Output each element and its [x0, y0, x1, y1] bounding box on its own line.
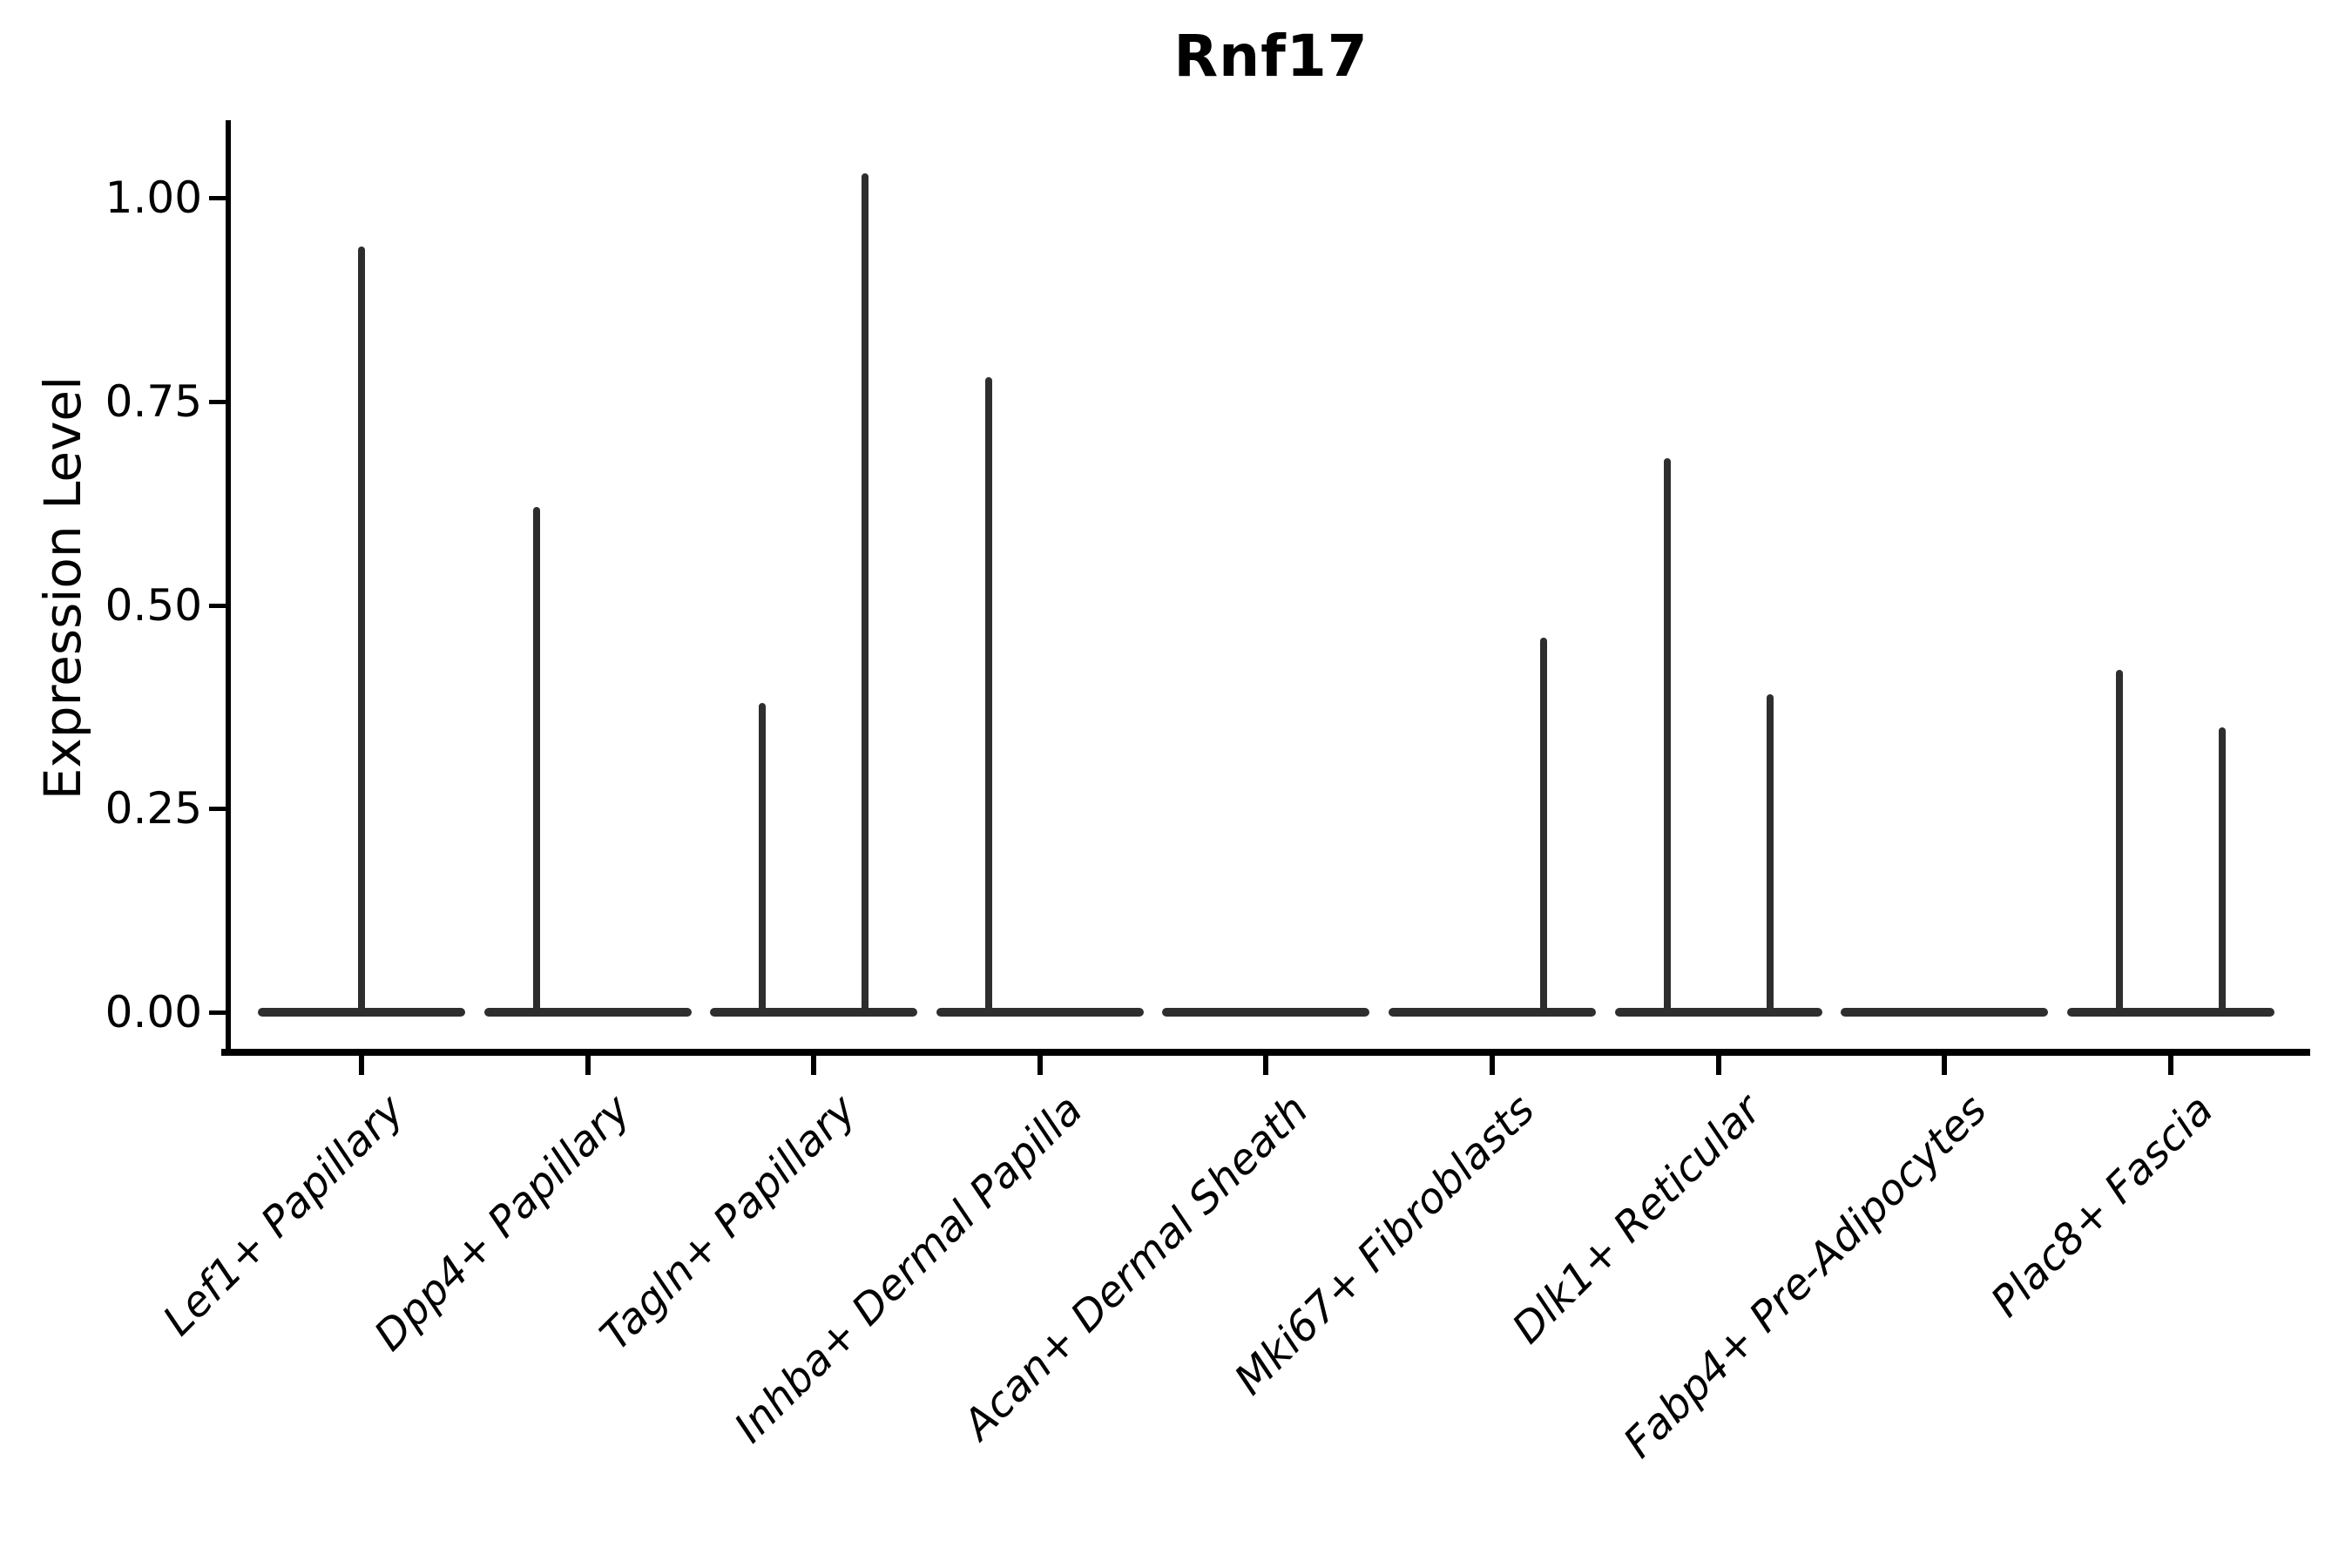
violin-body: [2066, 1008, 2274, 1017]
y-tick-mark: [209, 603, 226, 608]
y-tick-label: 1.00: [105, 172, 202, 223]
violin-spike: [984, 376, 992, 1012]
x-axis-line: [221, 1049, 2310, 1056]
x-tick-mark: [1942, 1056, 1948, 1075]
violin-body: [258, 1008, 465, 1017]
x-tick-label: Dpp4+ Papillary: [364, 1085, 640, 1361]
x-tick-label: Acan+ Dermal Sheath: [954, 1085, 1318, 1450]
x-tick-label: Lef1+ Papillary: [153, 1085, 414, 1346]
y-axis-spine: [226, 120, 231, 1056]
x-tick-label: Dlk1+ Reticular: [1502, 1085, 1771, 1354]
x-tick-mark: [1037, 1056, 1043, 1075]
violin-spike: [759, 702, 767, 1012]
violin-body: [1614, 1008, 1822, 1017]
x-tick-mark: [811, 1056, 817, 1075]
violin-spike: [2115, 670, 2123, 1012]
y-tick-mark: [209, 196, 226, 200]
violin-body: [483, 1008, 692, 1017]
x-tick-mark: [359, 1056, 364, 1075]
y-tick-mark: [209, 1010, 226, 1015]
y-tick-label: 0.50: [105, 579, 202, 631]
violin-body: [1841, 1008, 2049, 1017]
violin-spike: [862, 172, 869, 1012]
x-tick-label: Mki67+ Fibroblasts: [1225, 1085, 1544, 1405]
x-tick-label: Tagln+ Papillary: [591, 1085, 866, 1361]
x-tick-mark: [585, 1056, 591, 1075]
violin-body: [710, 1008, 918, 1017]
violin-body: [1162, 1008, 1370, 1017]
x-tick-mark: [1490, 1056, 1495, 1075]
x-tick-label: Inhba+ Dermal Papilla: [725, 1085, 1092, 1453]
y-tick-label: 0.75: [105, 375, 202, 427]
violin-body: [1389, 1008, 1596, 1017]
y-tick-mark: [209, 399, 226, 404]
violin-spike: [358, 247, 365, 1012]
plot-title: Rnf17: [1173, 23, 1369, 90]
x-tick-mark: [2167, 1056, 2173, 1075]
x-tick-label: Plac8+ Fascia: [1981, 1085, 2223, 1327]
violin-spike: [1766, 694, 1774, 1012]
y-tick-label: 0.00: [105, 987, 202, 1037]
x-tick-label: Fabp4+ Pre-Adipocytes: [1614, 1085, 1997, 1468]
y-tick-mark: [209, 807, 226, 812]
x-tick-mark: [1715, 1056, 1721, 1075]
violin-body: [936, 1008, 1144, 1017]
y-tick-label: 0.25: [105, 783, 202, 835]
violin-spike: [532, 507, 540, 1012]
violin-spike: [2218, 727, 2226, 1012]
violin-spike: [1540, 637, 1547, 1012]
x-tick-mark: [1263, 1056, 1269, 1075]
violin-spike: [1663, 458, 1671, 1012]
